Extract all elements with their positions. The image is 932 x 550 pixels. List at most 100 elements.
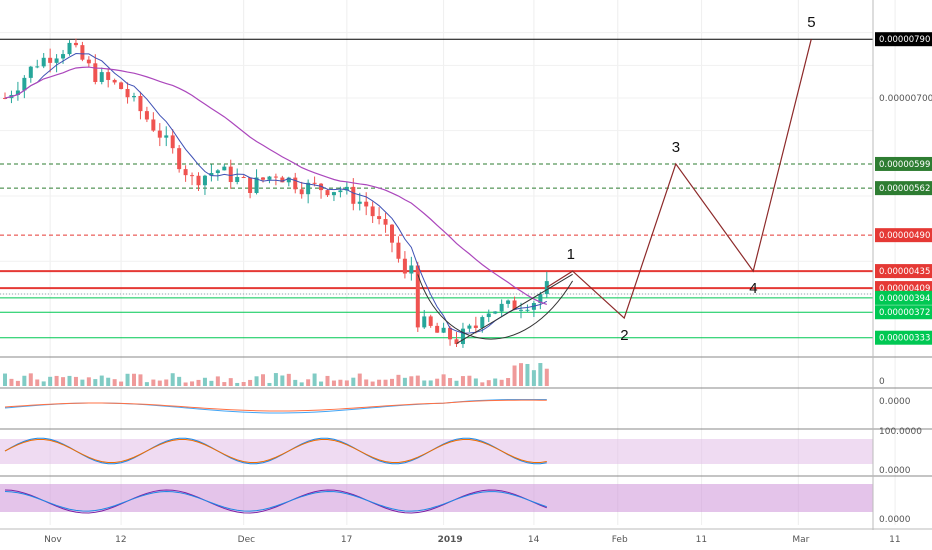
volume-bar [364, 379, 369, 386]
time-axis-tick: Dec [238, 535, 255, 545]
candle-body [415, 265, 420, 328]
candle-body [319, 183, 324, 191]
volume-bar [383, 379, 388, 386]
candle-body [499, 303, 504, 312]
candle-body [519, 309, 523, 311]
candle-body [125, 88, 130, 98]
candle-body [344, 186, 349, 191]
candle-body [448, 327, 453, 340]
candle-body [202, 175, 207, 186]
candle-body [409, 265, 414, 274]
volume-bar [22, 375, 27, 386]
wave-label: 1 [567, 246, 575, 263]
candle-body [435, 325, 440, 333]
candle-body [280, 177, 285, 183]
stoch-band [0, 439, 873, 464]
volume-bar [267, 382, 272, 386]
volume-bar [228, 378, 233, 386]
time-axis-tick: 11 [696, 535, 707, 545]
time-axis: Nov 12 Dec 17 2019 14 Feb 11 Mar 11 [0, 528, 932, 545]
candle-body [267, 176, 272, 180]
volume-tick: 0 [879, 377, 885, 387]
volume-bar [215, 376, 220, 386]
price-level-badge [875, 330, 932, 345]
candle-body [544, 281, 549, 295]
candle-body [325, 190, 330, 196]
price-level-badge [875, 305, 932, 320]
candle-body [183, 169, 188, 176]
volume-bar [428, 380, 433, 386]
volume-bar [473, 378, 478, 386]
volume-bar [402, 377, 407, 386]
volume-bar [467, 375, 472, 386]
volume-bar [435, 378, 440, 386]
volume-bar [525, 363, 530, 386]
time-axis-tick: 2019 [438, 535, 463, 545]
volume-bar [170, 373, 175, 386]
price-level-badge [875, 228, 932, 243]
cup-curve [417, 274, 574, 340]
price-level-label: 0.00000490 [879, 231, 930, 241]
candle-body [209, 172, 214, 176]
candle-body [138, 95, 143, 112]
price-level-label: 0.00000435 [879, 267, 930, 277]
candle-body [228, 166, 233, 183]
volume-bar [261, 374, 265, 386]
candle-body [538, 294, 543, 304]
wave-projection: 1 2 3 4 5 [546, 14, 816, 344]
volume-bar [222, 382, 227, 386]
volume-bar [293, 379, 298, 386]
candle-body [357, 201, 362, 204]
candle-body [390, 224, 394, 243]
volume-bar [396, 374, 401, 386]
candle-body [467, 325, 472, 329]
price-level-label: 0.00000333 [879, 334, 930, 344]
price-level-badge [875, 156, 932, 171]
wave-label: 3 [672, 139, 680, 156]
time-axis-tick: 14 [528, 535, 540, 545]
volume-bar [15, 380, 20, 386]
candle-body [428, 316, 433, 326]
volume-bar [331, 380, 336, 386]
volume-bar [409, 376, 414, 386]
candle-body [80, 45, 85, 60]
time-axis-tick: Feb [612, 535, 628, 545]
volume-bar [357, 373, 362, 386]
candle-body [190, 175, 195, 177]
volume-bar [54, 375, 59, 386]
price-level-badge [875, 181, 932, 196]
candle-body [106, 72, 111, 80]
volume-bar [86, 377, 91, 386]
volume-bar [377, 379, 382, 386]
candle-body [41, 57, 46, 67]
candle-body [254, 177, 259, 193]
volume-bar [132, 373, 136, 386]
volume-bar [138, 374, 143, 386]
candle-body [93, 63, 98, 82]
candle-body [261, 177, 265, 180]
time-axis-tick: 17 [341, 535, 352, 545]
wave-path [546, 39, 812, 320]
moving-averages [4, 53, 548, 334]
stoch-d-line [4, 438, 547, 464]
candle-body [86, 59, 91, 64]
volume-bar [202, 377, 207, 386]
stoch-tick: 100.0000 [879, 427, 922, 437]
candle-body [306, 182, 311, 195]
volume-bar [157, 380, 162, 386]
candle-body [422, 316, 427, 328]
volume-bar [338, 379, 343, 386]
ma-fast-line [4, 53, 548, 334]
candle-body [506, 300, 511, 304]
indicator-panes [0, 356, 932, 514]
candle-body [3, 97, 7, 99]
volume-bar [196, 379, 201, 386]
stoch-k-line [4, 437, 547, 465]
candle-body [454, 339, 459, 345]
volume-bar [144, 382, 149, 386]
volume-bar [351, 377, 356, 386]
candle-body [144, 111, 149, 120]
candle-body [235, 177, 240, 183]
macd-tick: 0.0000 [879, 397, 911, 407]
